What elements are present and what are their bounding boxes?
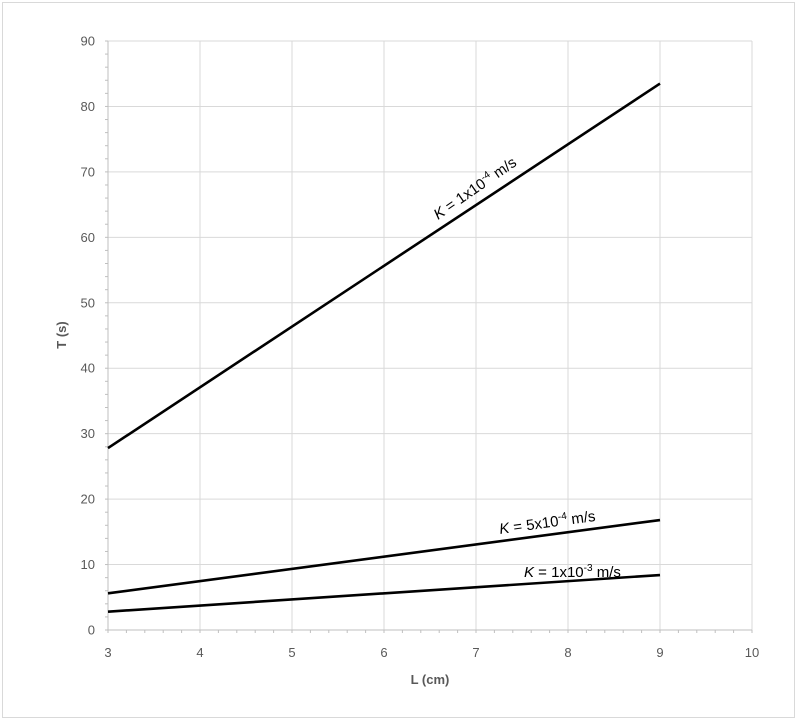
- tick-labels: 3 4 5 6 7 8 9 10 0 10 20 30 40 50 60 70 80 90: [81, 34, 760, 661]
- y-axis-title: T (s): [54, 321, 69, 348]
- gridlines: [108, 40, 753, 630]
- series-line-1: [107, 518, 661, 595]
- axes: [105, 40, 753, 633]
- y-tick-label: 40: [81, 361, 95, 376]
- x-tick-label: 10: [745, 645, 759, 660]
- y-tick-label: 30: [81, 426, 95, 441]
- series-line-2: [107, 573, 661, 613]
- y-tick-label: 90: [81, 34, 95, 49]
- x-tick-label: 9: [656, 645, 663, 660]
- y-tick-label: 50: [81, 295, 95, 310]
- x-tick-label: 6: [380, 645, 387, 660]
- y-tick-label: 70: [81, 164, 95, 179]
- x-tick-label: 7: [472, 645, 479, 660]
- y-tick-label: 20: [81, 492, 95, 507]
- y-tick-label: 60: [81, 230, 95, 245]
- series-label-k-5e-4: K = 5x10-4 m/s: [498, 507, 596, 538]
- x-tick-label: 3: [104, 645, 111, 660]
- x-tick-label: 4: [196, 645, 203, 660]
- series-label-k-1e-3: K = 1x10-3 m/s: [524, 563, 621, 581]
- y-tick-label: 80: [81, 99, 95, 114]
- series-lines: [107, 82, 661, 613]
- series-label-k-1e-4: K = 1x10-4 m/s: [430, 153, 520, 223]
- y-tick-label: 0: [88, 623, 95, 638]
- series-line-0: [107, 82, 661, 450]
- x-axis-title: L (cm): [411, 672, 450, 687]
- x-tick-label: 5: [288, 645, 295, 660]
- x-tick-label: 8: [564, 645, 571, 660]
- y-tick-label: 10: [81, 557, 95, 572]
